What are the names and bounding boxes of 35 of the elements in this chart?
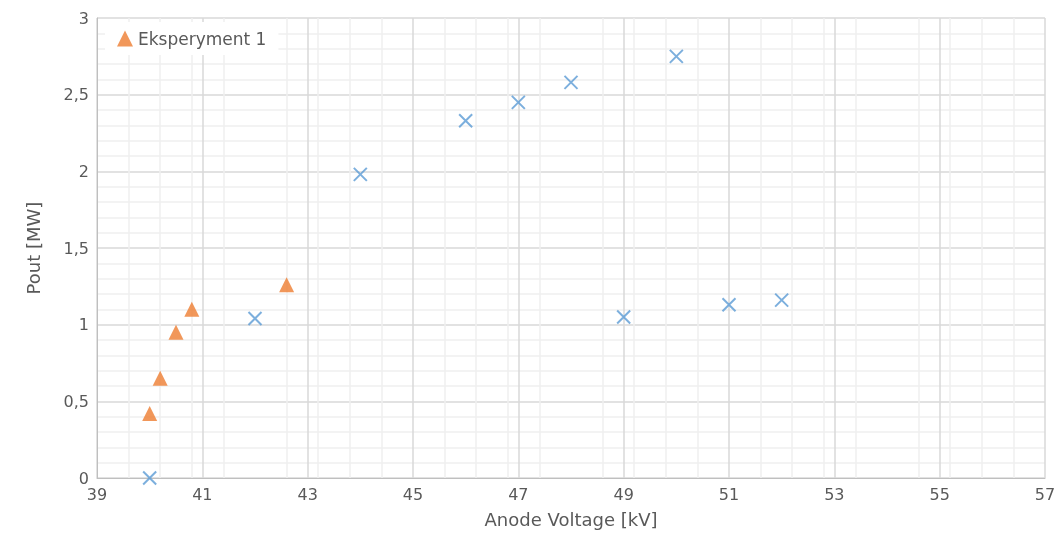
- point: [668, 48, 684, 64]
- x-tick-label: 41: [192, 484, 213, 504]
- y-tick-label: 1,5: [63, 238, 89, 258]
- y-tick-label: 0: [78, 468, 89, 488]
- y-axis-title: Pout [MW]: [22, 201, 44, 295]
- x-tick-label: 45: [402, 484, 424, 504]
- point: [458, 113, 474, 129]
- x-tick-label: 55: [929, 484, 950, 504]
- x-axis-title: Anode Voltage [kV]: [484, 508, 658, 530]
- y-tick-label: 1: [78, 315, 89, 335]
- y-tick-label: 0,5: [63, 391, 89, 411]
- point: [184, 301, 200, 317]
- point: [563, 74, 579, 90]
- legend-label: Eksperyment 1: [138, 28, 267, 49]
- point: [142, 406, 158, 422]
- point: [247, 311, 263, 327]
- y-tick-label: 3: [78, 8, 89, 28]
- x-tick-label: 51: [718, 484, 740, 504]
- point: [352, 166, 368, 182]
- x-tick-label: 53: [824, 484, 845, 504]
- point: [510, 94, 526, 110]
- point: [279, 277, 295, 293]
- point: [616, 309, 632, 325]
- y-tick-label: 2,5: [63, 85, 89, 105]
- y-tick-label: 2: [78, 161, 89, 181]
- point: [152, 370, 168, 386]
- x-tick-label: 39: [86, 484, 108, 504]
- x-tick-label: 49: [613, 484, 634, 504]
- point: [774, 292, 790, 308]
- point: [168, 324, 184, 340]
- x-tick-label: 43: [297, 484, 318, 504]
- x-tick-label: 57: [1034, 484, 1056, 504]
- point: [142, 470, 158, 486]
- x-tick-label: 47: [508, 484, 529, 504]
- point: [721, 297, 737, 313]
